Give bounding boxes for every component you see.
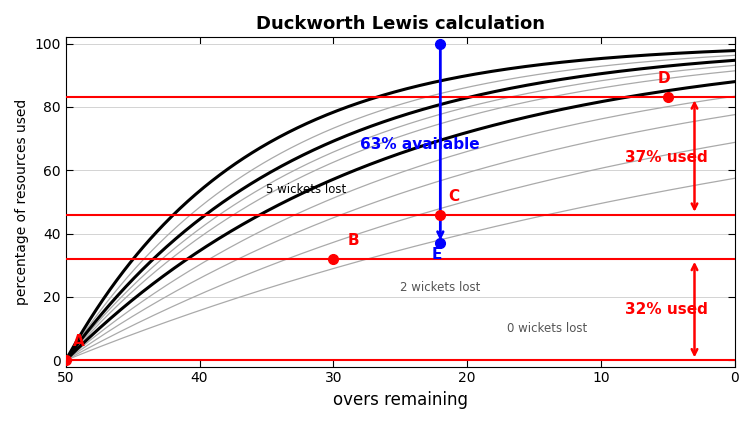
Text: E: E xyxy=(431,247,442,262)
Text: 63% available: 63% available xyxy=(360,137,480,153)
X-axis label: overs remaining: overs remaining xyxy=(333,391,467,409)
Text: C: C xyxy=(448,189,459,204)
Text: D: D xyxy=(657,71,670,86)
Text: A: A xyxy=(73,334,85,349)
Title: Duckworth Lewis calculation: Duckworth Lewis calculation xyxy=(256,15,544,33)
Text: 0 wickets lost: 0 wickets lost xyxy=(507,322,587,335)
Text: 2 wickets lost: 2 wickets lost xyxy=(400,281,480,294)
Y-axis label: percentage of resources used: percentage of resources used xyxy=(15,99,29,305)
Text: 32% used: 32% used xyxy=(625,302,708,317)
Text: 37% used: 37% used xyxy=(625,150,708,165)
Text: 5 wickets lost: 5 wickets lost xyxy=(266,183,347,195)
Text: B: B xyxy=(348,233,359,248)
